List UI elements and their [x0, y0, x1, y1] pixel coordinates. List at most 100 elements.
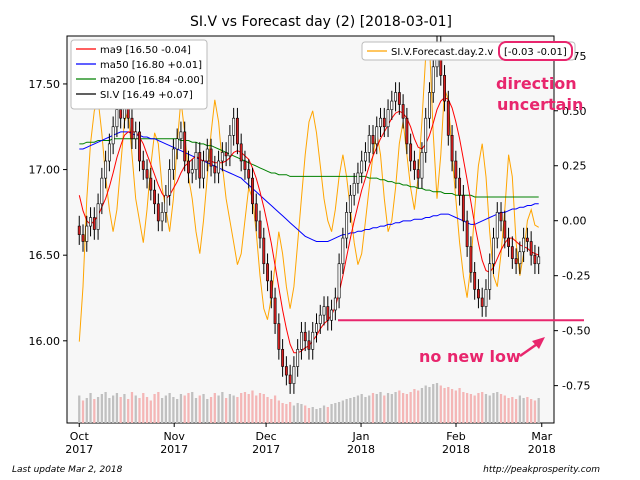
candle-body: [525, 237, 529, 242]
volume-bar: [511, 397, 514, 423]
candle-body: [89, 217, 92, 227]
volume-bar: [533, 400, 537, 423]
candle-body: [412, 160, 416, 170]
volume-bar: [236, 397, 239, 423]
volume-bar: [221, 392, 224, 423]
y2-tick-label: 0.25: [562, 160, 587, 173]
volume-bar: [176, 399, 179, 423]
volume-bar: [247, 394, 250, 423]
volume-bar: [307, 408, 311, 423]
candle-body: [510, 246, 514, 259]
candle-body: [153, 189, 157, 205]
legend-label: SI.V [16.49 +0.07]: [100, 90, 193, 101]
candle-body: [107, 143, 111, 162]
volume-bar: [119, 397, 122, 423]
legend-label: ma9 [16.50 -0.04]: [100, 45, 191, 56]
candle-body: [450, 135, 454, 162]
candle-body: [171, 148, 175, 170]
volume-bar: [518, 395, 521, 423]
candle-body: [258, 220, 262, 239]
candle-body: [409, 143, 413, 162]
candle-body: [507, 237, 510, 247]
candle-body: [175, 138, 179, 150]
candle-body: [85, 225, 89, 242]
candle-body: [262, 237, 266, 265]
x-tick-month: Feb: [446, 430, 465, 443]
volume-bar: [292, 405, 296, 423]
y2-tick-label: -0.25: [562, 270, 590, 283]
x-tick-year: 2017: [252, 443, 280, 456]
candle-body: [322, 306, 326, 316]
candle-body: [315, 323, 318, 333]
volume-bar: [526, 397, 529, 423]
candle-body: [424, 117, 428, 153]
x-tick-year: 2018: [347, 443, 375, 456]
candle-body: [503, 220, 507, 239]
candle-body: [281, 349, 285, 367]
volume-bar: [202, 394, 205, 423]
forecast-value-highlight: [498, 41, 573, 61]
candle-body: [202, 160, 205, 179]
x-tick-month: Mar: [531, 430, 552, 443]
volume-bar: [401, 393, 405, 423]
x-tick-month: Jan: [352, 430, 370, 443]
annotations: direction uncertain no new low: [338, 41, 584, 366]
candle-body: [529, 241, 533, 256]
candle-body: [348, 194, 352, 213]
volume-bar: [326, 407, 329, 423]
candle-body: [273, 297, 277, 324]
y-tick-label: 17.00: [29, 164, 61, 177]
volume-bar: [89, 393, 92, 423]
candle-body: [431, 66, 435, 93]
forecast-legend-value: [-0.03 -0.01]: [504, 47, 567, 58]
volume-bar: [447, 387, 450, 423]
volume-bar: [522, 398, 525, 423]
candle-body: [209, 148, 213, 167]
volume-bar: [428, 387, 431, 423]
forecast-legend-box: [361, 41, 576, 61]
candle-body: [168, 169, 172, 196]
volume-bar: [224, 398, 228, 423]
volume-bar: [258, 393, 262, 423]
legends: ma9 [16.50 -0.04] ma50 [16.80 +0.01] ma200…: [70, 39, 576, 110]
x-tick-year: 2017: [65, 443, 93, 456]
candle-body: [352, 182, 356, 196]
candle-body: [379, 117, 382, 128]
legend-label: ma50 [16.80 +0.01]: [100, 60, 202, 71]
volume-bar: [164, 395, 167, 423]
footer-update: Last update Mar 2, 2018: [12, 465, 123, 475]
forecast-layer: [78, 44, 539, 342]
volume-bar: [206, 399, 209, 423]
volume-bar: [409, 392, 412, 423]
volume-bar: [311, 407, 314, 423]
candle-body: [514, 258, 518, 265]
volume-bar: [127, 399, 130, 423]
volume-bar: [364, 397, 367, 423]
volume-bar: [341, 400, 344, 423]
y2-tick-label: -0.50: [562, 325, 590, 338]
volume-bar: [371, 393, 375, 423]
candle-body: [100, 177, 104, 205]
candle-body: [484, 289, 488, 307]
candle-body: [284, 366, 288, 376]
volume-bar: [390, 394, 393, 423]
volume-bar: [330, 404, 333, 423]
candle-body: [156, 203, 160, 222]
volume-bar: [420, 388, 424, 423]
volume-bar: [209, 397, 213, 423]
candle-body: [401, 104, 405, 119]
volume-bar: [168, 393, 171, 423]
candle-body: [382, 117, 386, 128]
volume-bar: [172, 397, 175, 423]
volume-bar: [337, 402, 341, 423]
volume-bar: [93, 399, 96, 423]
volume-bar: [138, 398, 141, 423]
candle-body: [141, 160, 145, 170]
volume-bar: [537, 398, 540, 423]
candle-body: [187, 160, 190, 174]
volume-bar: [466, 393, 469, 423]
candle-body: [266, 263, 269, 282]
candle-body: [292, 366, 296, 384]
candle-body: [311, 331, 315, 350]
volume-bar: [507, 398, 510, 423]
